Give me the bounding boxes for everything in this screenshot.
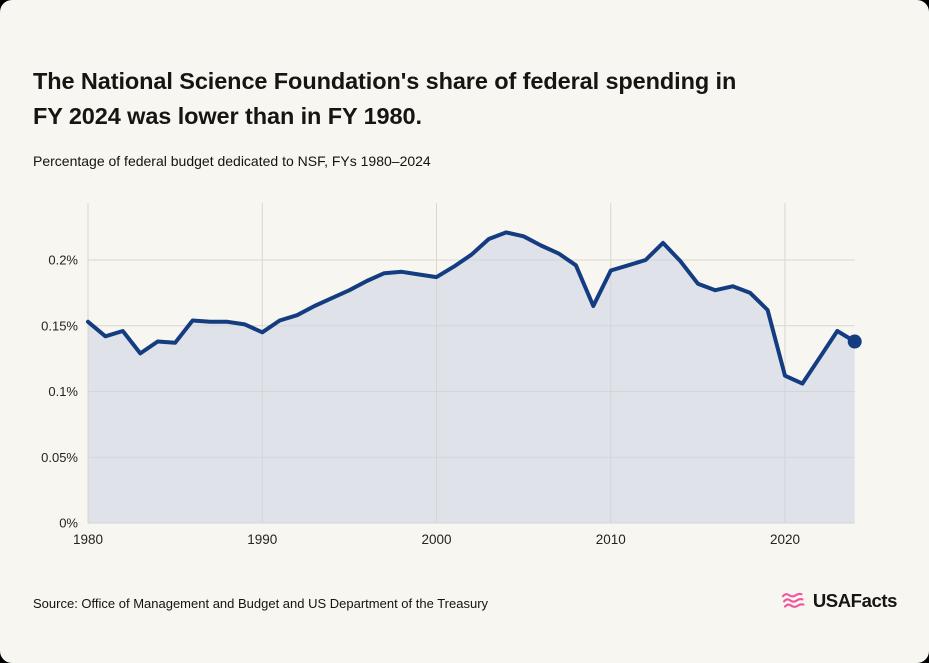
nsf-share-line-chart: 0% 0.05% 0.1% 0.15% 0.2% 1980 1990 2000 2010 2020 [41, 203, 862, 547]
page-title: The National Science Foundation's share … [33, 64, 903, 134]
x-tick-label: 1980 [73, 532, 103, 547]
end-point-dot [847, 334, 862, 349]
y-tick-label: 0.15% [41, 318, 78, 333]
page-title-line2: FY 2024 was lower than in FY 1980. [33, 102, 422, 129]
x-tick-label: 1990 [247, 532, 277, 547]
y-tick-label: 0% [59, 516, 78, 531]
chart-subtitle: Percentage of federal budget dedicated t… [33, 153, 431, 169]
page-title-line1: The National Science Foundation's share … [33, 67, 737, 94]
usafacts-logo: USAFacts [781, 590, 897, 612]
area-fill [88, 232, 855, 523]
y-tick-label: 0.2% [48, 253, 78, 268]
trend-line [86, 230, 857, 386]
y-tick-label: 0.05% [41, 450, 78, 465]
y-tick-label: 0.1% [48, 384, 78, 399]
x-tick-label: 2020 [770, 532, 800, 547]
x-tick-label: 2010 [596, 532, 626, 547]
usafacts-flag-icon [781, 592, 805, 608]
usafacts-wordmark: USAFacts [812, 590, 898, 611]
source-attribution: Source: Office of Management and Budget … [33, 596, 489, 611]
x-tick-label: 2000 [421, 532, 451, 547]
